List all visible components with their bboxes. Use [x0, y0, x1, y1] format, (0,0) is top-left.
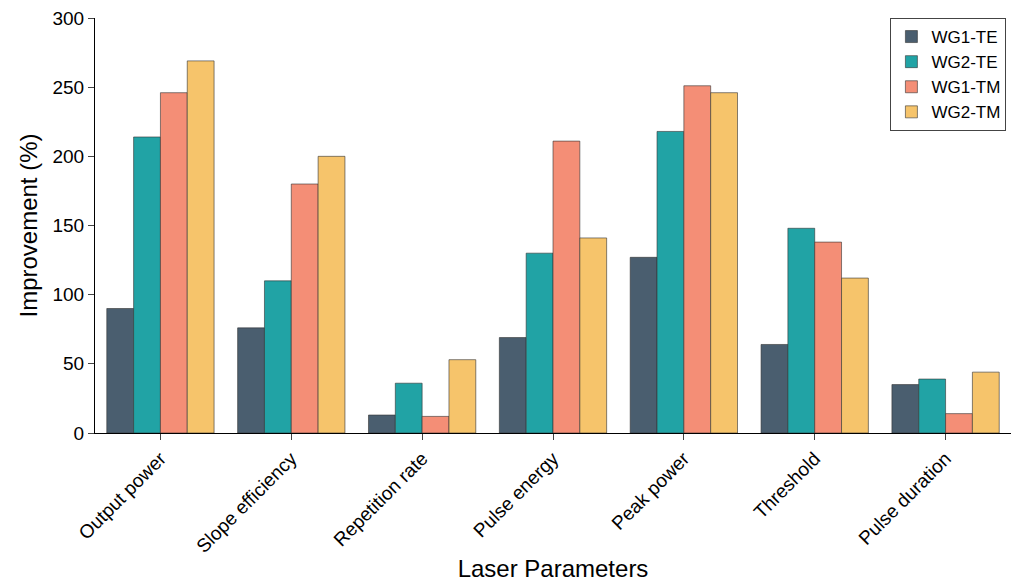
- svg-text:50: 50: [63, 353, 84, 374]
- svg-text:Threshold: Threshold: [750, 448, 825, 523]
- svg-text:250: 250: [52, 77, 84, 98]
- svg-text:Pulse duration: Pulse duration: [854, 448, 955, 549]
- svg-text:0: 0: [74, 423, 85, 444]
- svg-text:Laser Parameters: Laser Parameters: [458, 555, 649, 582]
- svg-text:300: 300: [52, 8, 84, 29]
- svg-text:200: 200: [52, 146, 84, 167]
- svg-text:Peak power: Peak power: [608, 448, 694, 534]
- svg-text:WG2-TM: WG2-TM: [931, 103, 1000, 122]
- svg-text:WG1-TE: WG1-TE: [931, 28, 997, 47]
- svg-text:Pulse energy: Pulse energy: [469, 448, 563, 542]
- svg-text:Repetition rate: Repetition rate: [329, 448, 431, 550]
- svg-text:150: 150: [52, 215, 84, 236]
- svg-text:100: 100: [52, 284, 84, 305]
- svg-text:Slope efficiency: Slope efficiency: [192, 448, 301, 557]
- svg-text:Improvement (%): Improvement (%): [15, 133, 42, 317]
- svg-text:WG1-TM: WG1-TM: [931, 78, 1000, 97]
- svg-text:Output power: Output power: [74, 448, 170, 544]
- svg-text:WG2-TE: WG2-TE: [931, 53, 997, 72]
